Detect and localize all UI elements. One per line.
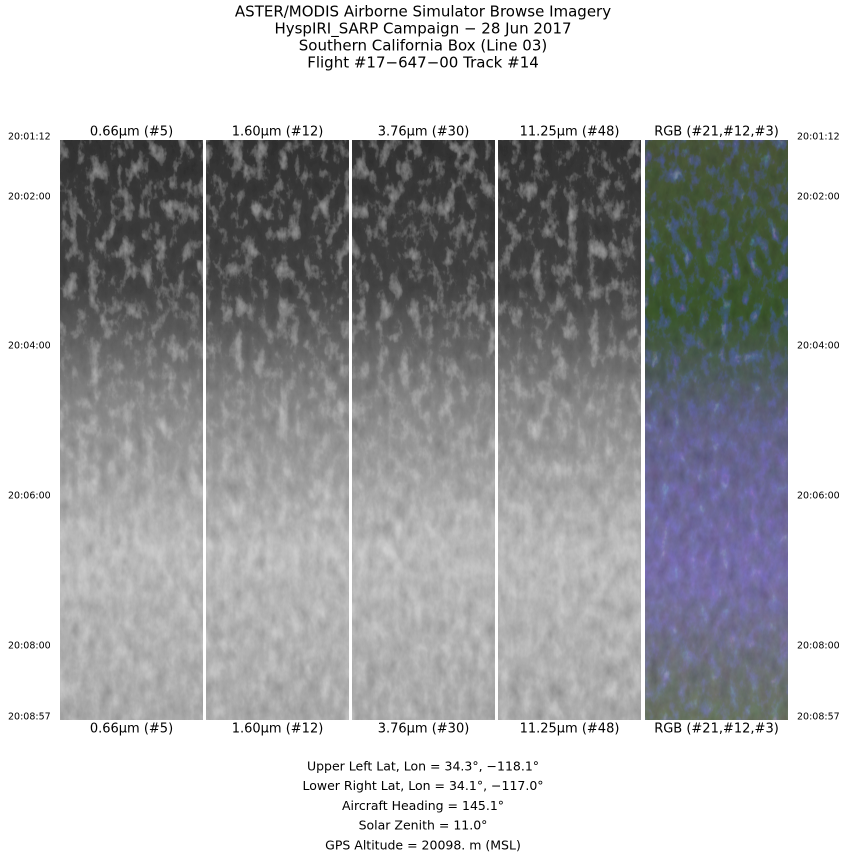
image-panel: [206, 140, 349, 720]
image-panel: [498, 140, 641, 720]
panel-label: 3.76µm (#30): [378, 722, 470, 737]
image-panel: [645, 140, 788, 720]
time-label: 20:01:12: [797, 132, 840, 143]
panel-label: RGB (#21,#12,#3): [654, 125, 779, 140]
time-label: 20:06:00: [8, 491, 51, 502]
time-label: 20:08:57: [797, 712, 840, 723]
panel-label: 1.60µm (#12): [232, 125, 324, 140]
footer-line: Solar Zenith = 11.0°: [359, 818, 488, 833]
panel-label: 3.76µm (#30): [378, 125, 470, 140]
panel-label: 0.66µm (#5): [90, 125, 173, 140]
footer-line: GPS Altitude = 20098. m (MSL): [325, 837, 521, 852]
panel-label: RGB (#21,#12,#3): [654, 722, 779, 737]
image-panel: [352, 140, 495, 720]
time-label: 20:08:57: [8, 712, 51, 723]
time-label: 20:08:00: [8, 641, 51, 652]
time-label: 20:02:00: [797, 192, 840, 203]
time-label: 20:08:00: [797, 641, 840, 652]
panel-label: 0.66µm (#5): [90, 722, 173, 737]
panel-label: 11.25µm (#48): [520, 125, 620, 140]
image-panels: [60, 140, 788, 720]
time-label: 20:01:12: [8, 132, 51, 143]
time-label: 20:02:00: [8, 192, 51, 203]
panel-label: 11.25µm (#48): [520, 722, 620, 737]
panel-label: 1.60µm (#12): [232, 722, 324, 737]
title-line: Flight #17−647−00 Track #14: [307, 54, 539, 72]
footer-line: Upper Left Lat, Lon = 34.3°, −118.1°: [307, 759, 539, 774]
title-line: ASTER/MODIS Airborne Simulator Browse Im…: [235, 3, 611, 21]
footer-line: Lower Right Lat, Lon = 34.1°, −117.0°: [302, 778, 543, 793]
title-line: HyspIRI_SARP Campaign − 28 Jun 2017: [274, 20, 571, 39]
time-label: 20:04:00: [797, 341, 840, 352]
time-label: 20:04:00: [8, 341, 51, 352]
footer-line: Aircraft Heading = 145.1°: [342, 798, 504, 813]
image-panel: [60, 140, 203, 720]
title-line: Southern California Box (Line 03): [299, 37, 547, 55]
time-label: 20:06:00: [797, 491, 840, 502]
